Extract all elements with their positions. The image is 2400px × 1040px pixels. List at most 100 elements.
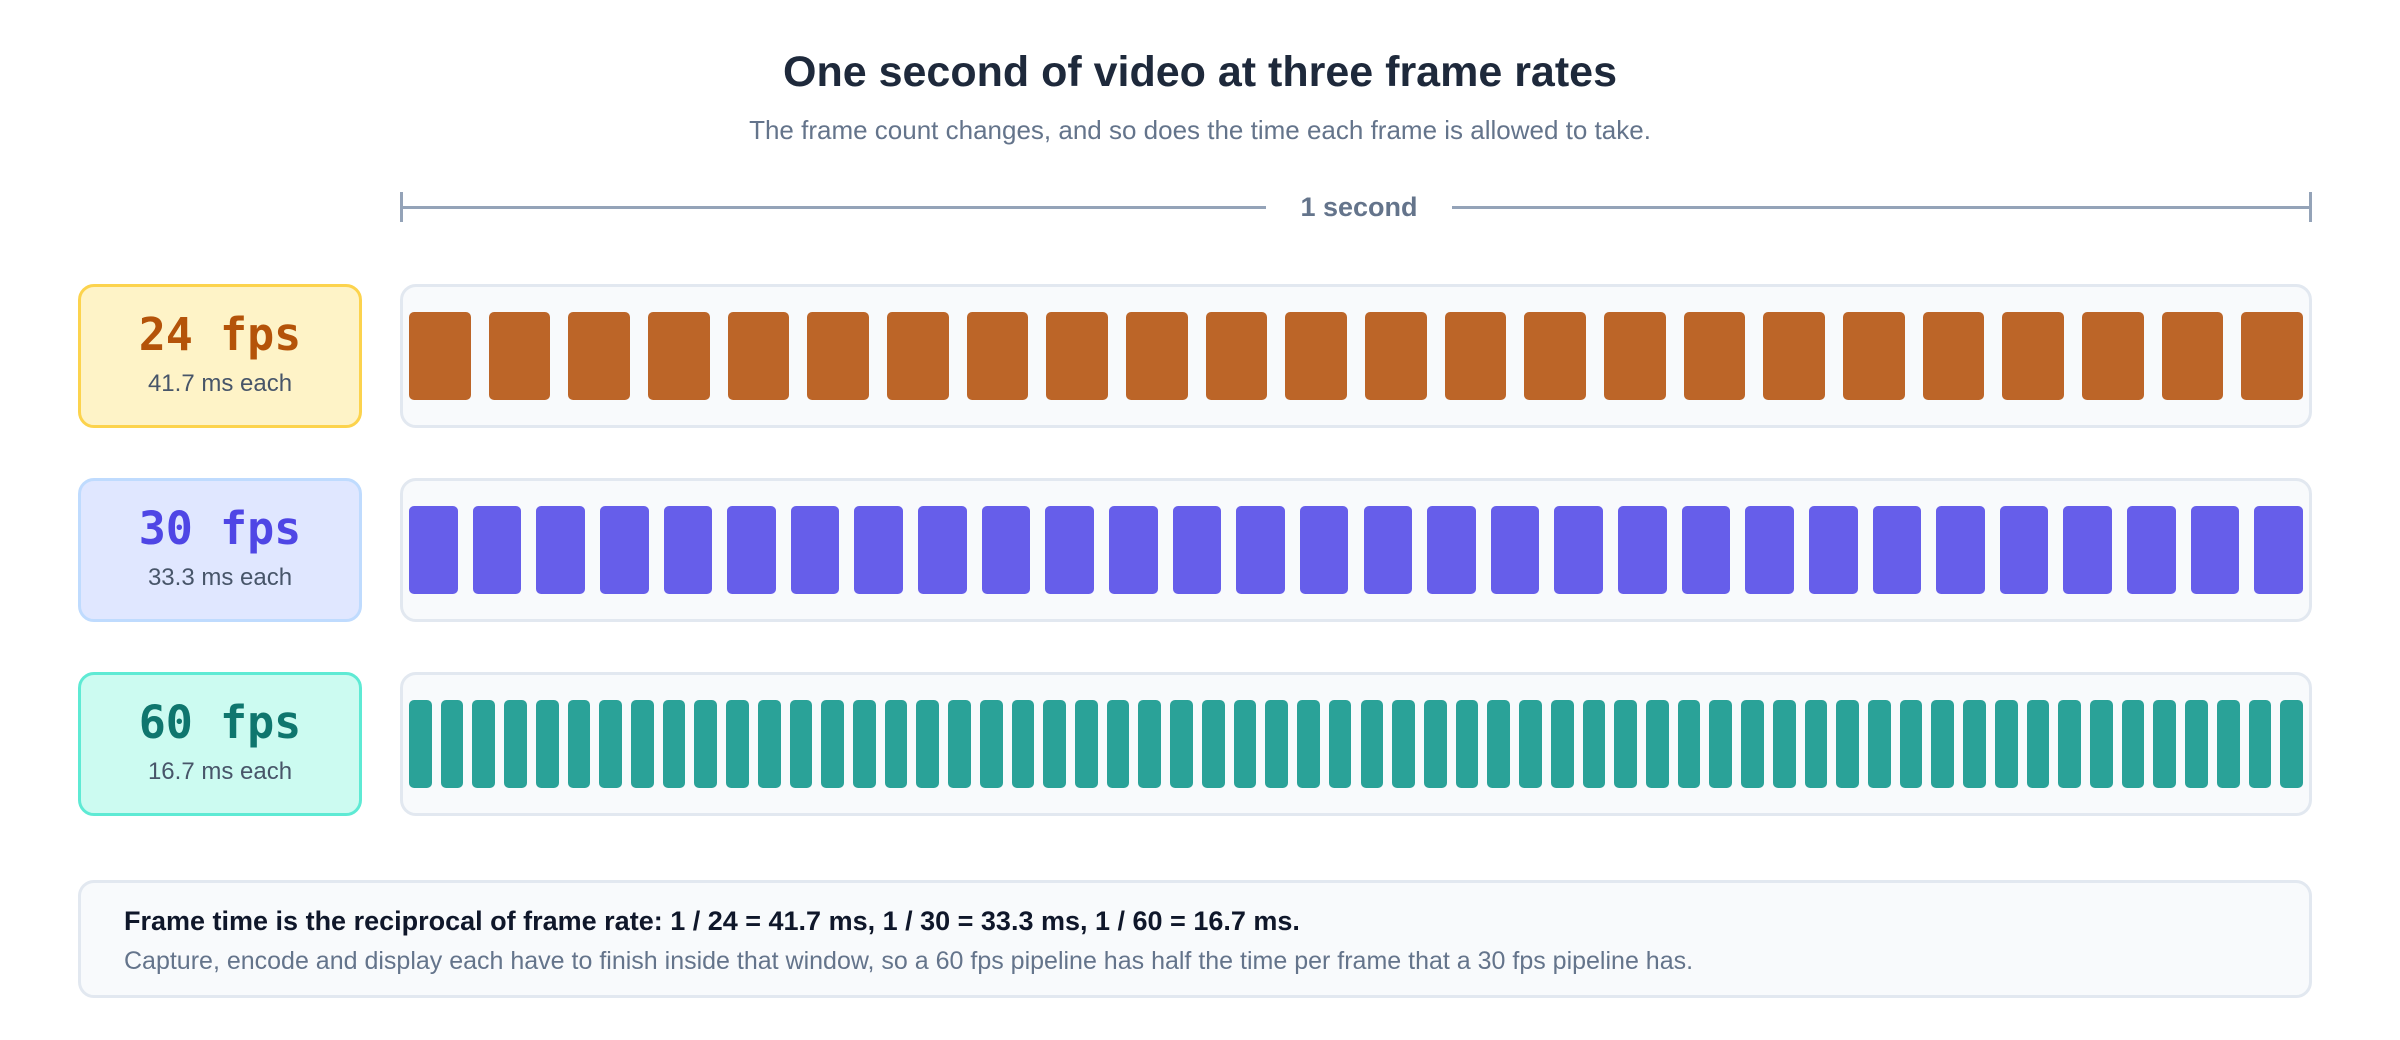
video-frame <box>1490 506 1540 594</box>
video-frame <box>1899 700 1923 788</box>
video-frame <box>663 506 713 594</box>
frame-row-24fps: 24 fps 41.7 ms each <box>78 284 2312 428</box>
video-frame <box>631 700 654 788</box>
explanation-note: Frame time is the reciprocal of frame ra… <box>78 880 2312 998</box>
video-frame <box>568 312 630 400</box>
video-frame <box>726 700 749 788</box>
video-frame <box>1683 312 1746 400</box>
video-frame <box>821 700 845 788</box>
video-frame <box>1011 700 1035 788</box>
video-frame <box>1604 312 1666 400</box>
video-frame <box>1550 700 1574 788</box>
note-body: Capture, encode and display each have to… <box>124 947 1694 975</box>
video-frame <box>2026 700 2050 788</box>
video-frame <box>1582 700 1606 788</box>
video-frame <box>948 700 971 788</box>
video-frame <box>1201 700 1225 788</box>
fps-label: 24 fps <box>138 308 302 361</box>
ruler-line-right <box>1452 206 2312 209</box>
video-frame <box>853 700 876 788</box>
frames-container <box>409 506 2303 594</box>
video-frame <box>979 700 1003 788</box>
video-frame <box>1297 700 1320 788</box>
frames-container <box>409 312 2303 400</box>
video-frame <box>2063 506 2113 594</box>
video-frame <box>1075 700 1098 788</box>
video-frame <box>1524 312 1586 400</box>
video-frame <box>440 700 464 788</box>
ruler-line-left <box>400 206 1266 209</box>
video-frame <box>854 506 904 594</box>
video-frame <box>1519 700 1542 788</box>
video-frame <box>757 700 781 788</box>
video-frame <box>662 700 686 788</box>
video-frame <box>1427 506 1476 594</box>
frame-time-label: 16.7 ms each <box>147 758 293 785</box>
video-frame <box>409 312 471 400</box>
video-frame <box>648 312 710 400</box>
video-frame <box>1233 700 1257 788</box>
frame-row-30fps: 30 fps 33.3 ms each <box>78 478 2312 622</box>
video-frame <box>1999 506 2049 594</box>
video-frame <box>1043 700 1067 788</box>
video-frame <box>1994 700 2018 788</box>
video-frame <box>1709 700 1733 788</box>
video-frame <box>2058 700 2081 788</box>
video-frame <box>2121 700 2145 788</box>
video-frame <box>694 700 718 788</box>
video-frame <box>1763 312 1825 400</box>
video-frame <box>2216 700 2240 788</box>
video-frame <box>916 700 940 788</box>
video-frame <box>1487 700 1511 788</box>
video-frame <box>1045 506 1094 594</box>
video-frame <box>1328 700 1352 788</box>
video-frame <box>1554 506 1604 594</box>
video-frame <box>1046 312 1108 400</box>
video-frame <box>2185 700 2208 788</box>
video-frame <box>1872 506 1922 594</box>
video-frame <box>2280 700 2303 788</box>
fps-label: 60 fps <box>138 696 302 749</box>
video-frame <box>409 700 432 788</box>
video-frame <box>1681 506 1731 594</box>
fps-badge-30: 30 fps 33.3 ms each <box>78 478 362 622</box>
video-frame <box>2161 312 2224 400</box>
video-frame <box>966 312 1029 400</box>
video-frame <box>2254 506 2303 594</box>
video-frame <box>1745 506 1794 594</box>
video-frame <box>1423 700 1447 788</box>
video-frame <box>535 700 559 788</box>
video-frame <box>1365 312 1427 400</box>
video-frame <box>789 700 813 788</box>
video-frame <box>2082 312 2144 400</box>
video-frame <box>790 506 840 594</box>
video-frame <box>1645 700 1669 788</box>
video-frame <box>1236 506 1285 594</box>
video-frame <box>887 312 949 400</box>
video-frame <box>1172 506 1222 594</box>
video-frame <box>2190 506 2240 594</box>
video-frame <box>1299 506 1349 594</box>
video-frame <box>599 506 649 594</box>
frame-time-label: 33.3 ms each <box>147 564 293 591</box>
video-frame <box>488 312 551 400</box>
video-frame <box>1265 700 1289 788</box>
video-frame <box>727 506 776 594</box>
video-frame <box>1126 312 1188 400</box>
video-frame <box>1614 700 1637 788</box>
video-frame <box>472 506 522 594</box>
video-frame <box>1867 700 1891 788</box>
video-frame <box>2153 700 2177 788</box>
video-frame <box>1363 506 1413 594</box>
frame-time-label: 41.7 ms each <box>147 370 293 397</box>
video-frame <box>1170 700 1193 788</box>
video-frame <box>1108 506 1158 594</box>
video-frame <box>1963 700 1986 788</box>
ruler-end-tick <box>2309 192 2312 222</box>
video-frame <box>1106 700 1130 788</box>
fps-label: 30 fps <box>138 502 302 555</box>
video-frame <box>1843 312 1905 400</box>
video-frame <box>884 700 908 788</box>
video-frame <box>1205 312 1268 400</box>
video-frame <box>1804 700 1828 788</box>
